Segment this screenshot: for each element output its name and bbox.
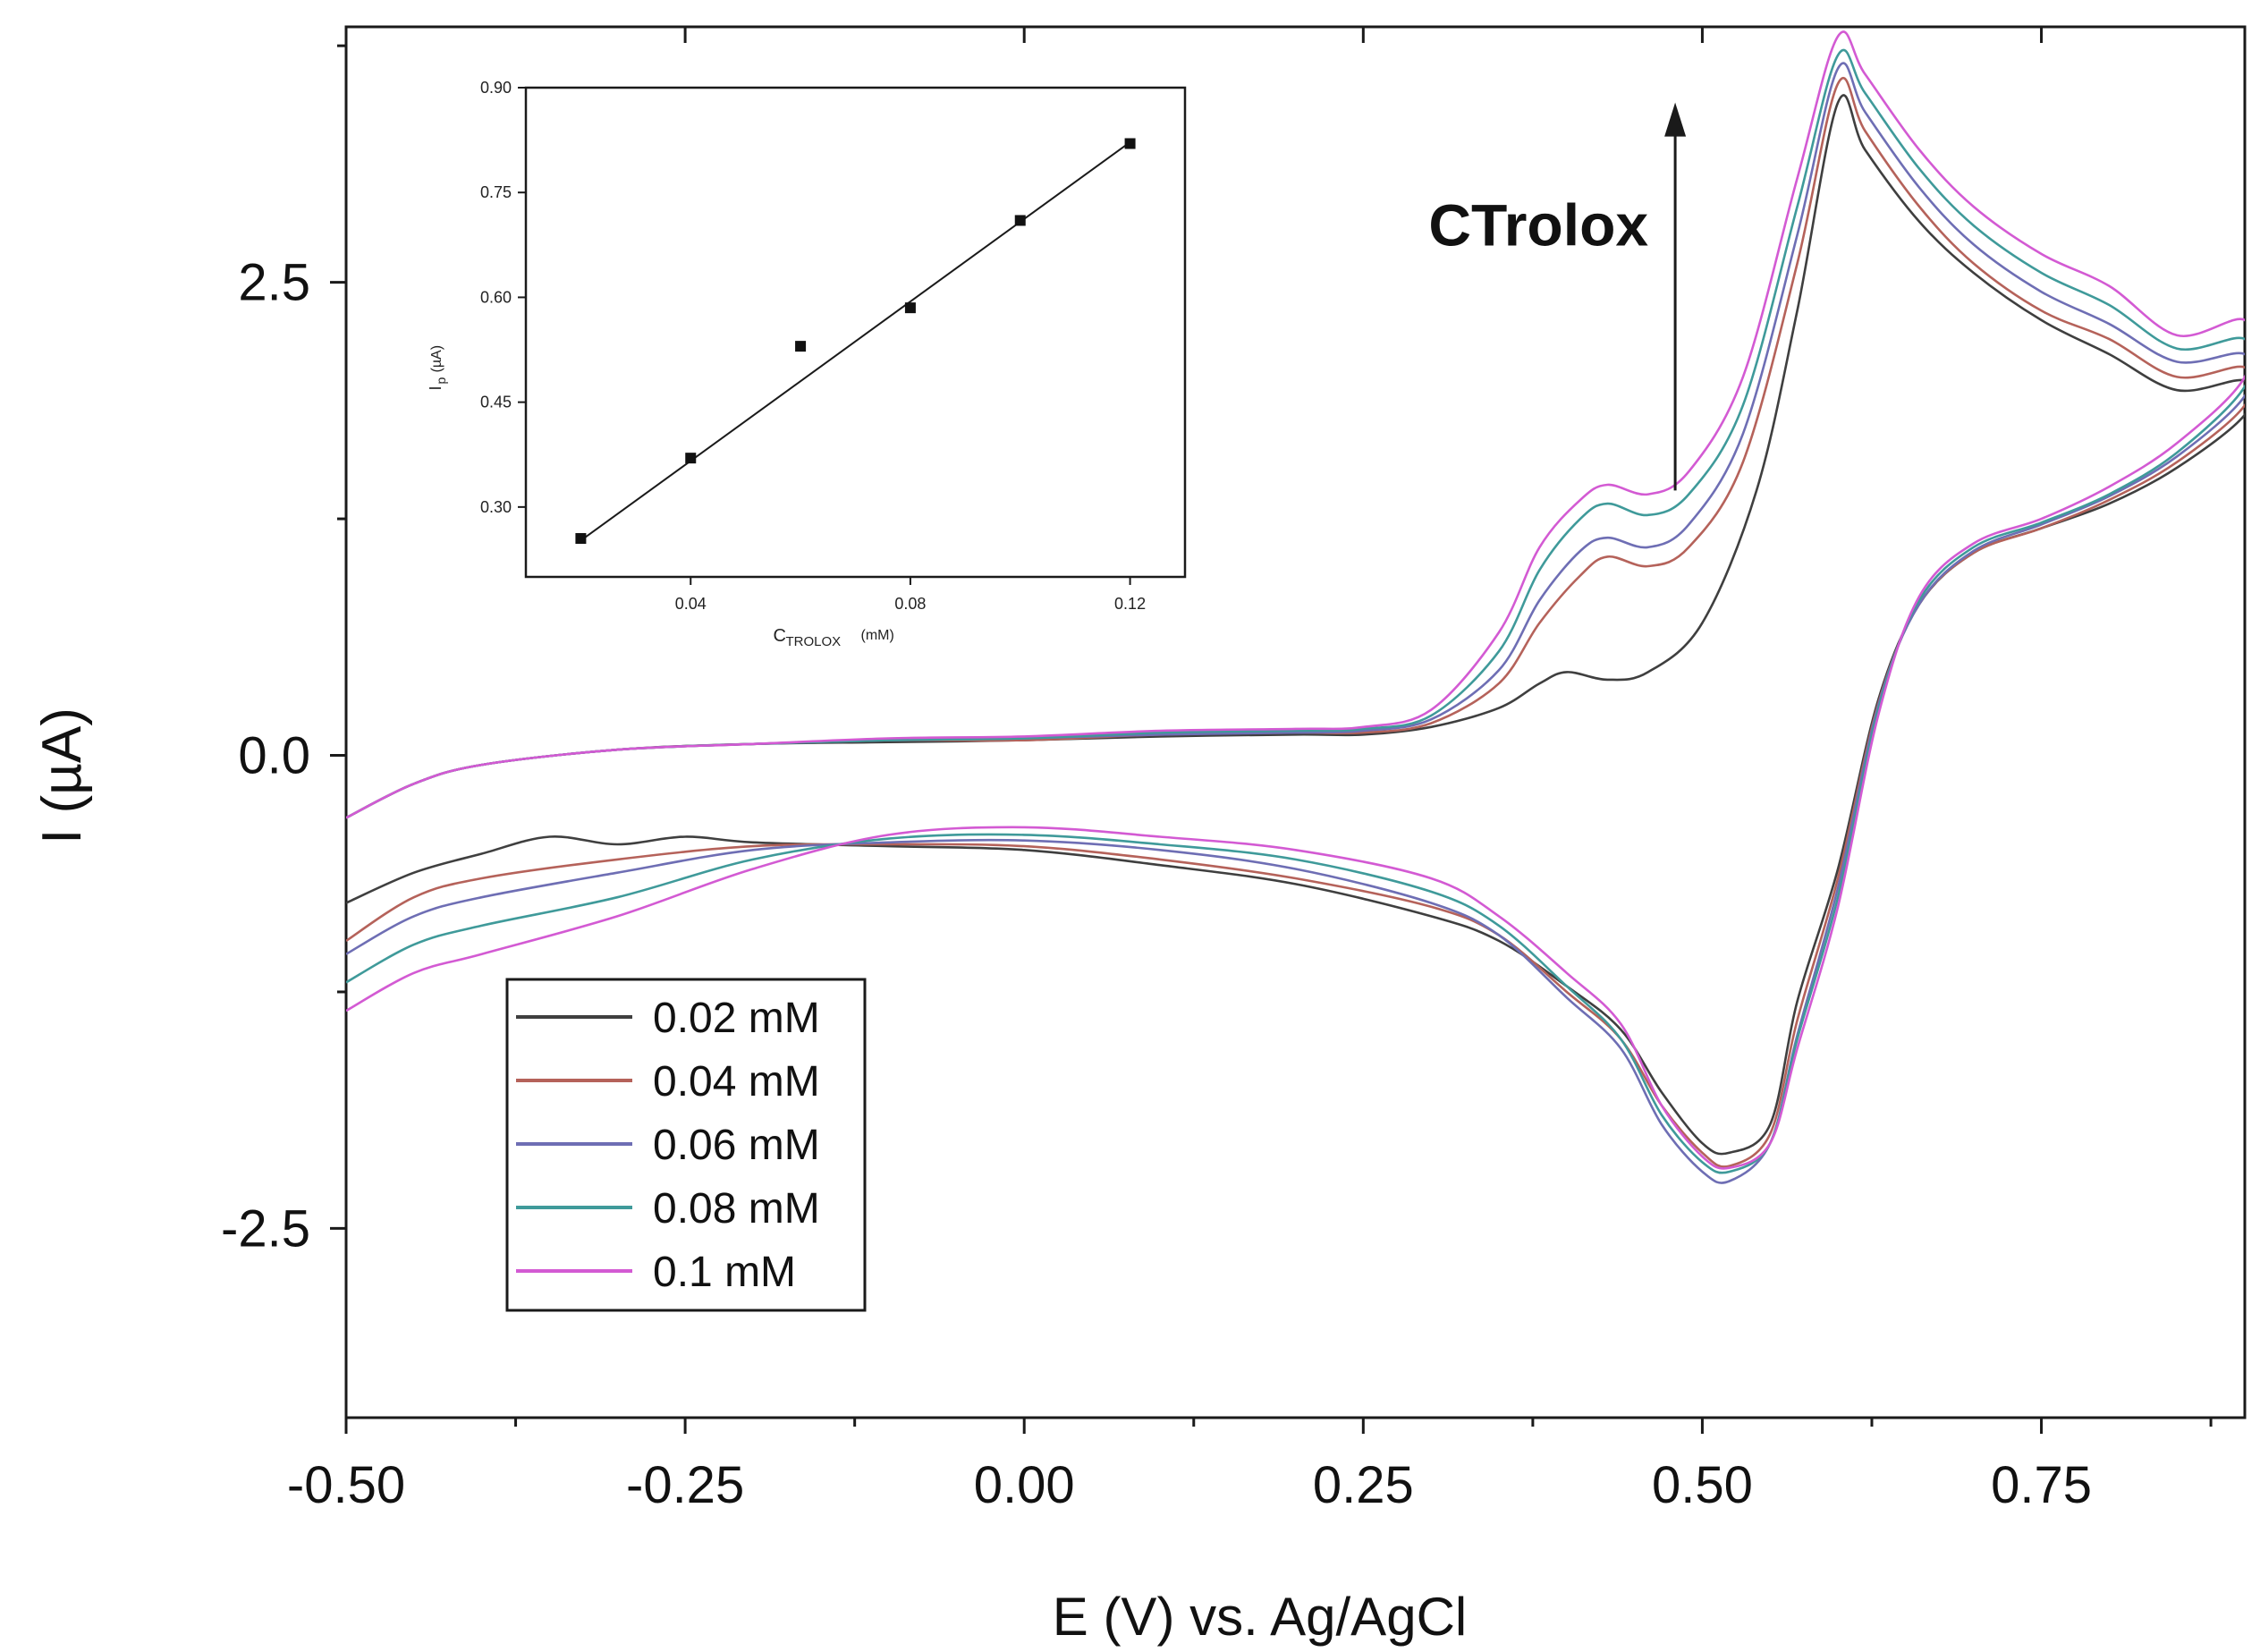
inset-y-title-unit: (µA) [429, 345, 444, 373]
inset-y-tick-label: 0.45 [480, 394, 512, 411]
inset-x-title-sub: TROLOX [786, 634, 842, 649]
x-axis-title: E (V) vs. Ag/AgCl [1053, 1587, 1467, 1647]
x-axis-tick-label: 0.75 [1991, 1456, 2092, 1514]
inset-data-point [575, 533, 587, 545]
inset-y-tick-label: 0.30 [480, 498, 512, 516]
legend-label: 0.08 mM [653, 1185, 820, 1233]
inset-y-tick-label: 0.75 [480, 183, 512, 201]
x-axis-tick-label: 0.00 [974, 1456, 1075, 1514]
series-line-0-06-mm [346, 62, 2245, 1184]
y-axis-tick-label: 2.5 [238, 254, 310, 312]
inset-data-point [685, 453, 697, 464]
inset-data-point [795, 341, 807, 352]
legend-label: 0.04 mM [653, 1058, 820, 1106]
x-axis-tick-label: 0.25 [1313, 1456, 1414, 1514]
main-plot: -0.50 -0.25 0.00 0.25 0.50 0.75 -2.5 0.0 2.5 E (V… [31, 25, 2247, 1647]
inset-data-point [904, 302, 916, 314]
annotation-arrowhead [1664, 102, 1687, 137]
inset-plot: 0.04 0.08 0.12 0.30 0.45 0.60 0.75 0.90 C TROLOX (… [427, 79, 1187, 649]
main-series-group [346, 30, 2245, 1184]
x-axis-tick-label: 0.50 [1652, 1456, 1753, 1514]
annotation-label: CTrolox [1428, 192, 1648, 258]
inset-x-title-unit: (mM) [861, 628, 894, 643]
inset-fit-line [580, 141, 1131, 542]
main-plot-frame [344, 25, 2247, 1419]
inset-x-tick-label: 0.04 [675, 595, 707, 613]
inset-x-title-main: C [774, 626, 786, 646]
legend-label: 0.06 mM [653, 1122, 820, 1169]
y-axis-title: I (µA) [31, 707, 93, 844]
legend-label: 0.02 mM [653, 995, 820, 1042]
inset-x-tick-label: 0.08 [894, 595, 926, 613]
inset-y-title: Ip (µA) [427, 345, 448, 391]
y-axis-tick-label: 0.0 [238, 727, 310, 785]
inset-frame [524, 86, 1187, 579]
inset-data-point [1124, 138, 1136, 149]
series-line-0-02-mm [346, 94, 2245, 1156]
y-axis-tick-label: -2.5 [221, 1199, 310, 1258]
inset-x-tick-label: 0.12 [1114, 595, 1146, 613]
inset-y-title-sub: p [434, 377, 448, 385]
x-axis-tick-label: -0.50 [287, 1456, 405, 1514]
inset-data-point [1014, 215, 1026, 226]
inset-y-title-main: I [427, 385, 444, 390]
inset-y-tick-label: 0.90 [480, 79, 512, 97]
series-line-0-1-mm [346, 30, 2245, 1170]
inset-y-tick-label: 0.60 [480, 288, 512, 306]
legend-label: 0.1 mM [653, 1249, 796, 1296]
series-line-0-08-mm [346, 48, 2245, 1174]
x-axis-tick-label: -0.25 [626, 1456, 744, 1514]
